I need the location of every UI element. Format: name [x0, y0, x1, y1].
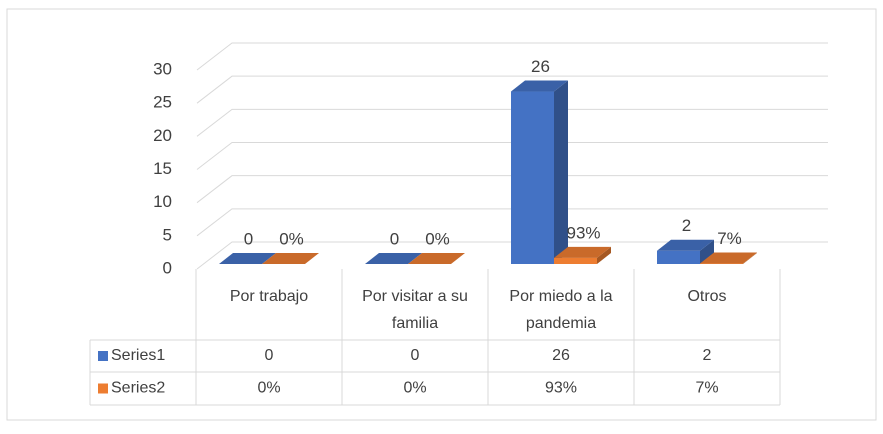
legend-label: Series1 [111, 347, 165, 364]
bar-front [657, 251, 700, 264]
data-label: 93% [566, 223, 600, 242]
bar-front [554, 258, 597, 264]
category-cell: Por trabajo [196, 283, 342, 343]
x-tick-label: Otros [642, 283, 772, 310]
y-tick-label: 0 [163, 258, 172, 277]
y-tick-label: 20 [153, 126, 172, 145]
y-tick-label: 10 [153, 192, 172, 211]
table-value: 7% [695, 380, 718, 397]
table-value: 2 [703, 347, 712, 364]
category-cell: Otros [634, 283, 780, 343]
data-label: 7% [717, 229, 742, 248]
y-tick-label: 5 [163, 225, 172, 244]
x-tick-label: Por visitar a su familia [350, 283, 480, 337]
y-tick-label: 30 [153, 59, 172, 78]
table-value: 0% [257, 380, 280, 397]
category-cell: Por miedo a la pandemia [488, 283, 634, 343]
y-tick-label: 25 [153, 93, 172, 112]
table-value: 0 [411, 347, 420, 364]
legend-label: Series2 [111, 380, 165, 397]
data-label: 26 [531, 57, 550, 76]
data-label: 0% [279, 229, 304, 248]
category-cell: Por visitar a su familia [342, 283, 488, 343]
data-label: 0 [390, 229, 399, 248]
bar-front [511, 92, 554, 264]
data-label: 0 [244, 229, 253, 248]
y-tick-label: 15 [153, 159, 172, 178]
x-tick-label: Por miedo a la pandemia [496, 283, 626, 337]
legend-key [98, 384, 108, 394]
legend-key [98, 351, 108, 361]
bar [511, 81, 568, 264]
data-label: 0% [425, 229, 450, 248]
table-value: 0% [403, 380, 426, 397]
table-value: 26 [552, 347, 570, 364]
table-value: 93% [545, 380, 577, 397]
data-label: 2 [682, 216, 691, 235]
table-value: 0 [265, 347, 274, 364]
x-tick-label: Por trabajo [204, 283, 334, 310]
